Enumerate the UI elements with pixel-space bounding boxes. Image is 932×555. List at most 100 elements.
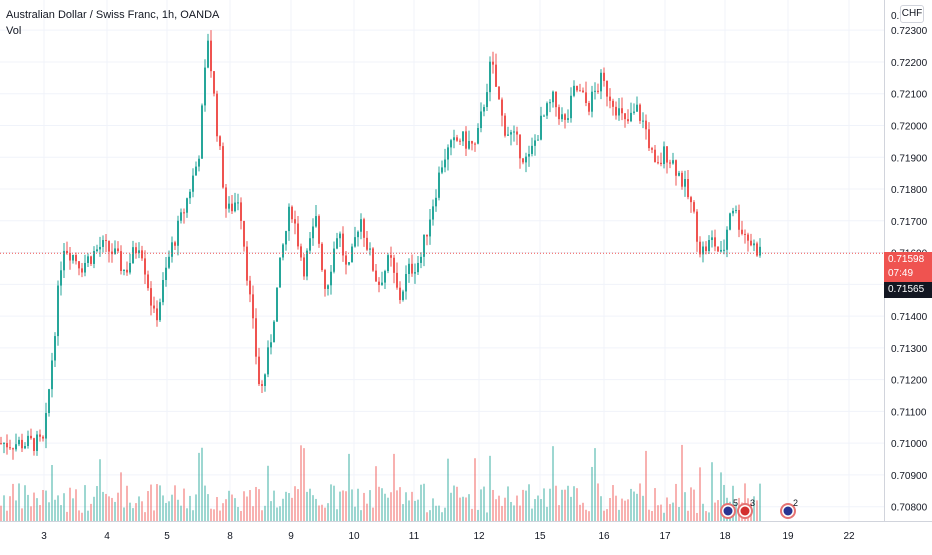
candle-body	[567, 118, 569, 120]
candle-body	[84, 262, 86, 273]
volume-bar	[261, 510, 263, 521]
volume-bar	[621, 498, 623, 521]
volume-bar	[216, 497, 218, 521]
volume-indicator-label[interactable]: Vol	[6, 25, 22, 37]
candle-body	[243, 220, 245, 247]
candle-body	[471, 141, 473, 144]
volume-bar	[468, 494, 470, 521]
volume-bar	[150, 484, 152, 521]
volume-bar	[324, 507, 326, 521]
volume-bar	[123, 507, 125, 521]
candle-body	[498, 86, 500, 100]
volume-bar	[144, 512, 146, 521]
symbol-title[interactable]: Australian Dollar / Swiss Franc, 1h, OAN…	[6, 9, 220, 21]
candle-body	[246, 246, 248, 281]
time-tick-label: 22	[843, 531, 855, 542]
volume-bar	[465, 497, 467, 521]
volume-bar	[183, 488, 185, 521]
volume-bar	[489, 455, 491, 521]
volume-bar	[273, 490, 275, 521]
volume-bar	[24, 485, 26, 521]
candle-body	[261, 384, 263, 386]
volume-bar	[303, 448, 305, 521]
volume-bar	[495, 499, 497, 521]
candle-body	[264, 374, 266, 386]
volume-bar	[306, 491, 308, 521]
candle-body	[21, 439, 23, 449]
price-tick-label: 0.72200	[891, 58, 928, 69]
volume-bar	[459, 497, 461, 521]
volume-bar	[174, 485, 176, 521]
candle-body	[282, 244, 284, 258]
candle-body	[258, 356, 260, 385]
candle-body	[174, 242, 176, 246]
candle-body	[591, 91, 593, 112]
candle-body	[216, 93, 218, 137]
volume-bar	[732, 485, 734, 521]
volume-bar	[189, 495, 191, 521]
volume-bar	[243, 491, 245, 521]
candle-body	[150, 288, 152, 306]
candle-body	[24, 445, 26, 449]
time-tick-label: 3	[41, 531, 47, 542]
candle-body	[144, 258, 146, 275]
price-tick-label: 0.72000	[891, 121, 928, 132]
time-tick-label: 8	[227, 531, 233, 542]
volume-bar	[309, 488, 311, 521]
volume-bar	[702, 503, 704, 521]
candle-body	[738, 210, 740, 230]
candle-body	[588, 103, 590, 112]
volume-bar	[240, 510, 242, 521]
candle-body	[153, 305, 155, 309]
volume-bar	[192, 510, 194, 521]
volume-bar	[597, 483, 599, 521]
volume-bar	[651, 511, 653, 521]
volume-bar	[591, 466, 593, 521]
volume-bar	[39, 505, 41, 521]
volume-bar	[585, 509, 587, 521]
last-price-badge: 0.71598 07:49	[884, 252, 932, 282]
candle-body	[750, 240, 752, 246]
volume-bar	[291, 497, 293, 521]
candle-body	[222, 146, 224, 188]
volume-bar	[717, 500, 719, 521]
candle-body	[681, 172, 683, 187]
volume-bar	[147, 491, 149, 521]
volume-bar	[99, 459, 101, 521]
candle-body	[312, 226, 314, 239]
volume-bar	[411, 491, 413, 521]
volume-bar	[390, 492, 392, 521]
price-tick-label: 0.71700	[891, 217, 928, 228]
candle-body	[72, 255, 74, 261]
candle-body	[525, 156, 527, 163]
volume-bar	[207, 494, 209, 521]
time-tick-label: 19	[782, 531, 794, 542]
volume-bar	[258, 489, 260, 521]
candle-body	[354, 237, 356, 247]
volume-bar	[612, 485, 614, 521]
currency-badge[interactable]: CHF	[900, 5, 924, 23]
candle-body	[729, 213, 731, 230]
candle-body	[483, 107, 485, 112]
candle-body	[351, 246, 353, 263]
volume-bar	[300, 445, 302, 521]
volume-bar	[522, 489, 524, 521]
candle-body	[255, 318, 257, 357]
volume-bar	[639, 483, 641, 521]
volume-bar	[186, 508, 188, 521]
volume-bar	[363, 492, 365, 521]
candle-body	[699, 241, 701, 255]
candle-body	[234, 202, 236, 212]
candle-body	[57, 285, 59, 337]
volume-bar	[105, 493, 107, 521]
candle-body	[294, 219, 296, 224]
candle-body	[54, 336, 56, 361]
volume-bar	[381, 488, 383, 521]
candle-body	[654, 149, 656, 163]
volume-bar	[330, 484, 332, 521]
volume-bar	[60, 505, 62, 521]
event-count: 5	[733, 498, 738, 508]
event-marker: 2	[780, 498, 798, 519]
